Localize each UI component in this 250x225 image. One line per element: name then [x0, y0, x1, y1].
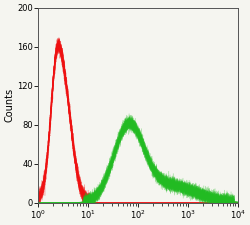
Y-axis label: Counts: Counts: [4, 88, 14, 122]
